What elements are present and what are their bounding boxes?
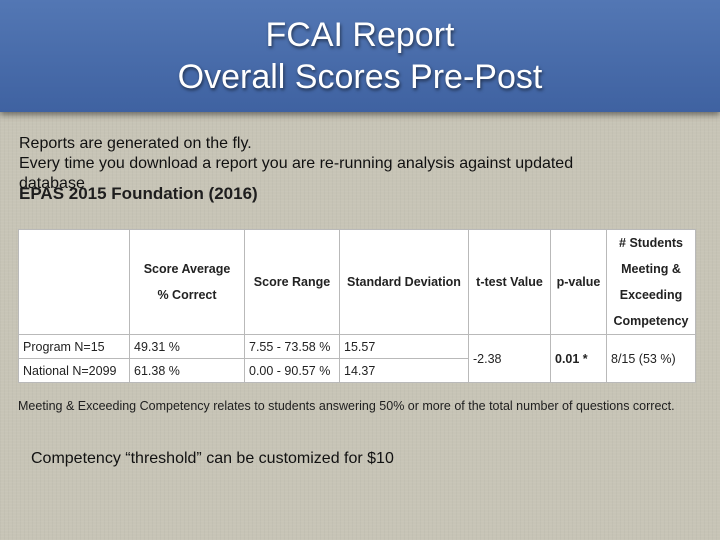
header-p-value: p-value [550, 229, 607, 335]
p-value: 0.01 * [550, 334, 607, 383]
table-row: National N=2099 61.38 % 0.00 - 90.57 % 1… [18, 358, 696, 383]
notes-line-2: Every time you download a report you are… [19, 155, 574, 172]
report-notes: Reports are generated on the fly. Every … [19, 134, 709, 194]
slide-title-line-1: FCAI Report [265, 16, 455, 54]
row-program-std-dev: 15.57 [339, 334, 469, 359]
table-row: Program N=15 49.31 % 7.55 - 73.58 % 15.5… [18, 334, 696, 383]
notes-line-3: database [19, 175, 85, 192]
slide-title: FCAI Report Overall Scores Pre-Post [0, 14, 720, 98]
row-program-group: Program N=15 [18, 334, 130, 359]
header-score-range: Score Range [244, 229, 340, 335]
table-header-row: Score Average % Correct Score Range Stan… [18, 229, 696, 335]
competency-footnote: Meeting & Exceeding Competency relates t… [18, 399, 675, 413]
row-national-group: National N=2099 [18, 358, 130, 383]
competency-threshold-note: Competency “threshold” can be customized… [31, 450, 394, 467]
notes-line-1: Reports are generated on the fly. [19, 135, 252, 152]
header-students-line-4: Competency [613, 314, 689, 328]
header-score-average-line-2: % Correct [157, 288, 217, 302]
header-students-line-2: Meeting & [621, 262, 681, 276]
scores-table: Score Average % Correct Score Range Stan… [18, 229, 696, 383]
students-meeting-value: 8/15 (53 %) [606, 334, 696, 383]
header-score-average: Score Average % Correct [129, 229, 245, 335]
row-national-std-dev: 14.37 [339, 358, 469, 383]
report-heading: EPAS 2015 Foundation (2016) [19, 184, 258, 203]
header-students-meeting: # Students Meeting & Exceeding Competenc… [606, 229, 696, 335]
row-program-range: 7.55 - 73.58 % [244, 334, 340, 359]
header-score-average-line-1: Score Average [143, 262, 231, 276]
slide-title-line-2: Overall Scores Pre-Post [177, 58, 543, 96]
header-students-line-3: Exceeding [619, 288, 683, 302]
t-test-value: -2.38 [468, 334, 551, 383]
header-students-line-1: # Students [619, 236, 683, 250]
header-group [18, 229, 130, 335]
title-banner [0, 0, 720, 112]
row-national-average: 61.38 % [129, 358, 245, 383]
row-program-average: 49.31 % [129, 334, 245, 359]
header-standard-deviation: Standard Deviation [339, 229, 469, 335]
row-national-range: 0.00 - 90.57 % [244, 358, 340, 383]
header-t-test: t-test Value [468, 229, 551, 335]
